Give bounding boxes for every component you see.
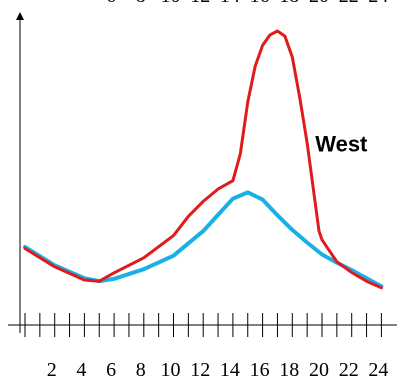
series-line-1 [23,190,384,289]
x-tick-label: 22 [339,359,359,381]
top-tick-label: 14 [220,0,240,7]
top-tick-label: 18 [279,0,299,7]
x-axis-ticks [24,313,382,337]
top-tick-label: 20 [309,0,329,7]
tick-labels: 2 4 6 8 10 12 14 16 18 20 22 24 [47,359,389,381]
top-tick-label: 10 [161,0,181,7]
chart-annotations: West [315,132,368,157]
x-tick-label: 14 [220,359,240,381]
x-tick-label: 8 [136,359,146,381]
x-tick-label: 4 [76,359,86,381]
x-tick-label: 12 [190,359,210,381]
top-tick-label: 16 [250,0,270,7]
top-tick-label: 8 [136,0,146,7]
chart-axes [8,12,397,333]
top-tick-label: 12 [190,0,210,7]
y-axis-arrow [16,12,24,20]
top-tick-label: 22 [339,0,359,7]
x-tick-label: 20 [309,359,329,381]
x-tick-label: 18 [279,359,299,381]
series-line-2 [23,29,383,290]
top-tick-label: 24 [368,0,388,7]
x-tick-label: 24 [368,359,388,381]
series-lines [23,29,384,290]
x-tick-label: 2 [47,359,57,381]
series-label-west: West [315,132,368,157]
x-tick-label: 10 [161,359,181,381]
top-tick-labels: 6 8 10 12 14 16 18 20 22 24 [106,0,388,7]
x-tick-label: 6 [106,359,116,381]
x-tick-label: 16 [250,359,270,381]
top-tick-label: 6 [106,0,116,7]
